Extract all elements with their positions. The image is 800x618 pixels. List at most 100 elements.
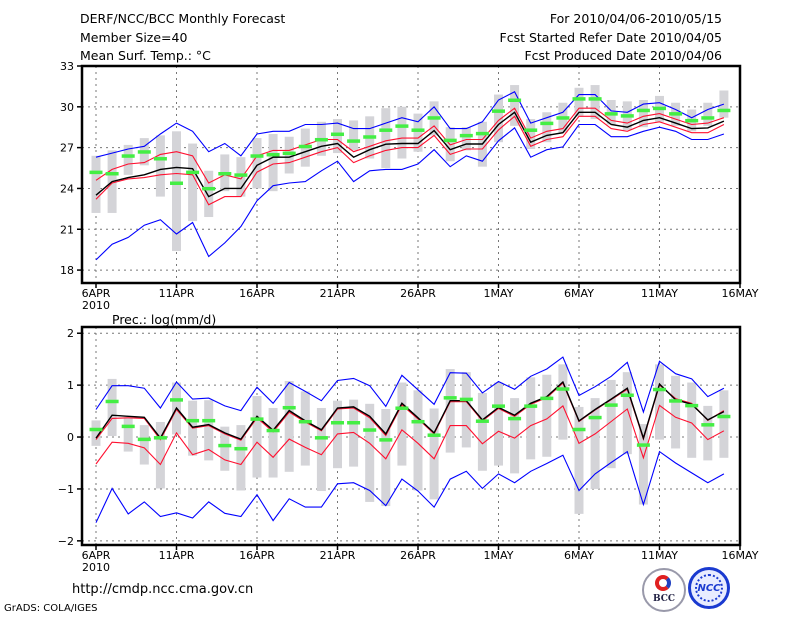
series-line-lower [95,115,725,206]
series-line-mean [95,111,725,198]
y-tick-label: −2 [58,535,74,548]
y-tick-label: 18 [60,264,74,277]
marker-point [540,396,554,401]
marker-point [588,415,602,420]
x-tick-label: 6MAY [564,549,594,562]
marker-point [459,397,473,402]
marker-point [443,396,457,400]
x-tick-label: 21APR [320,549,356,562]
y-tick-label: 0 [67,431,74,444]
marker-point [620,114,634,118]
marker-point [170,181,183,186]
marker-point [379,438,393,442]
member-range-bar [413,113,423,152]
bcc-logo-text: BCC [652,594,676,604]
member-range-bar [413,390,423,491]
member-range-bar [123,144,133,175]
member-range-bar [461,372,471,448]
marker-point [701,116,715,120]
marker-point [218,443,232,448]
marker-point [669,112,683,116]
x-tick-label: 26APR [400,287,436,300]
series-line-min [95,450,725,523]
member-range-bar [703,405,713,461]
member-range-bar [381,409,391,507]
member-range-bar [558,364,568,440]
member-range-bar [510,398,520,474]
marker-point [250,154,264,158]
ncc-logo-text: NCC [697,583,721,594]
marker-point [266,152,280,157]
member-range-bar [172,131,181,252]
member-range-bar [381,108,391,169]
x-tick-label: 11MAY [641,549,678,562]
marker-point [105,171,119,176]
y-tick-label: −1 [58,483,74,496]
member-range-bar [494,94,503,143]
member-range-bar [687,382,697,458]
marker-point [331,132,344,137]
marker-point [395,124,409,128]
y-tick-label: 33 [60,60,74,73]
member-range-bar [397,106,407,159]
x-tick-label: 16MAY [722,287,759,300]
member-range-bar [574,406,584,514]
member-range-bar [719,390,729,458]
marker-point [121,154,135,158]
member-range-bar [606,379,616,469]
member-range-bar [252,396,262,478]
marker-point [540,121,554,126]
y-tick-label: 30 [60,101,74,114]
marker-point [443,138,457,143]
x-tick-label: 16APR [239,287,275,300]
ncc-emblem-icon [695,574,723,602]
member-range-bar [429,408,439,500]
y-tick-label: 24 [60,182,74,195]
member-range-bar [590,398,600,489]
marker-point [475,131,489,136]
marker-point [427,433,441,437]
marker-point [524,128,538,132]
marker-point [653,106,666,111]
bcc-logo: BCC [642,568,686,612]
x-tick-label: 1MAY [484,549,514,562]
member-range-bar [300,391,310,466]
member-range-bar [236,425,246,491]
marker-point [459,133,473,138]
marker-point [218,171,232,176]
member-range-bar [188,143,198,222]
marker-point [572,427,586,432]
source-url[interactable]: http://cmdp.ncc.cma.gov.cn [72,582,254,597]
marker-point [347,421,361,425]
x-tick-label: 11MAY [641,287,678,300]
member-range-bar [590,85,600,120]
marker-point [636,443,650,447]
precip-panel-title: Prec.: log(mm/d) [112,312,217,327]
member-range-bar [671,375,681,449]
marker-point [105,399,119,404]
marker-point [298,419,312,424]
series-line-max [95,356,725,414]
x-tick-label: 6APR [82,549,111,562]
marker-point [524,404,538,408]
marker-point [588,97,602,101]
marker-point [202,186,216,191]
member-range-bar [542,374,552,457]
marker-point [556,387,570,391]
marker-point [620,393,634,397]
marker-point [282,405,296,410]
member-range-bar [123,417,133,452]
member-range-bar [655,364,664,440]
marker-point [234,173,248,177]
marker-point [186,170,200,175]
marker-point [266,428,280,433]
marker-point [653,387,666,392]
bcc-emblem-icon [655,575,671,591]
marker-point [250,417,264,421]
member-range-bar [236,157,246,197]
member-range-bar [703,102,713,126]
member-range-bar [638,424,648,505]
marker-point [153,436,167,440]
